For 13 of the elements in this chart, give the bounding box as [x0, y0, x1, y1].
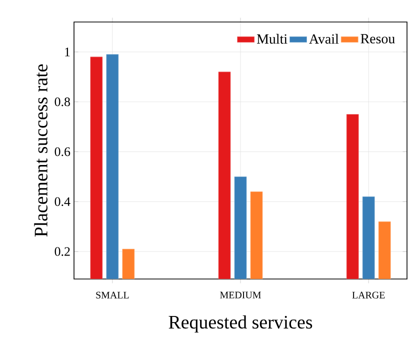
y-tick-label: 0.2	[54, 247, 70, 256]
x-axis-title: Requested services	[168, 315, 312, 332]
y-tick-label: 0.4	[54, 197, 70, 206]
x-tick-label: LARGE	[352, 292, 385, 298]
x-tick-label: SMALL	[96, 292, 129, 298]
y-axis-title: Placement success rate	[34, 64, 48, 237]
y-tick-label: 0.6	[54, 147, 70, 156]
legend-label: Resou	[360, 34, 395, 44]
x-tick-label: MEDIUM	[220, 292, 261, 298]
legend-label: Avail	[309, 34, 339, 44]
y-tick-label: 1	[65, 48, 70, 56]
legend-label: Multi	[256, 34, 288, 44]
y-tick-label: 0.8	[54, 97, 70, 106]
